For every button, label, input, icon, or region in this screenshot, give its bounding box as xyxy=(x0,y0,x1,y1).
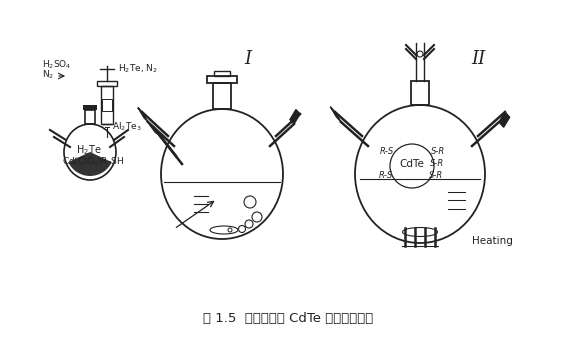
Text: Cd(ClO$_4$)R-SH: Cd(ClO$_4$)R-SH xyxy=(62,156,124,168)
Bar xyxy=(207,76,237,83)
Bar xyxy=(101,86,113,124)
Text: H$_2$SO$_4$: H$_2$SO$_4$ xyxy=(42,59,71,71)
Text: R-S: R-S xyxy=(380,147,394,156)
Text: Al$_2$Te$_3$: Al$_2$Te$_3$ xyxy=(112,121,142,133)
Text: H$_2$Te: H$_2$Te xyxy=(76,143,102,157)
Text: S-R: S-R xyxy=(431,147,445,156)
Bar xyxy=(83,105,97,110)
Polygon shape xyxy=(499,112,510,127)
Wedge shape xyxy=(68,152,112,176)
Text: S-R: S-R xyxy=(430,159,444,168)
Polygon shape xyxy=(138,108,148,122)
Text: II: II xyxy=(471,50,485,68)
Text: N$_2$: N$_2$ xyxy=(42,69,54,81)
Bar xyxy=(411,81,429,105)
Text: Heating: Heating xyxy=(472,236,513,246)
Bar xyxy=(97,81,117,86)
Bar xyxy=(102,99,112,111)
Bar xyxy=(214,71,230,76)
Text: I: I xyxy=(244,50,252,68)
Text: S-R: S-R xyxy=(429,171,443,180)
Text: H$_2$Te, N$_2$: H$_2$Te, N$_2$ xyxy=(118,63,158,75)
Text: 图 1.5  水相法合成 CdTe 量子点示意图: 图 1.5 水相法合成 CdTe 量子点示意图 xyxy=(203,312,373,326)
Bar xyxy=(213,83,231,109)
Text: CdTe: CdTe xyxy=(400,159,425,169)
Text: R-S: R-S xyxy=(379,171,393,180)
Polygon shape xyxy=(331,107,341,122)
Bar xyxy=(85,110,95,124)
Polygon shape xyxy=(149,124,160,136)
Polygon shape xyxy=(290,110,300,124)
